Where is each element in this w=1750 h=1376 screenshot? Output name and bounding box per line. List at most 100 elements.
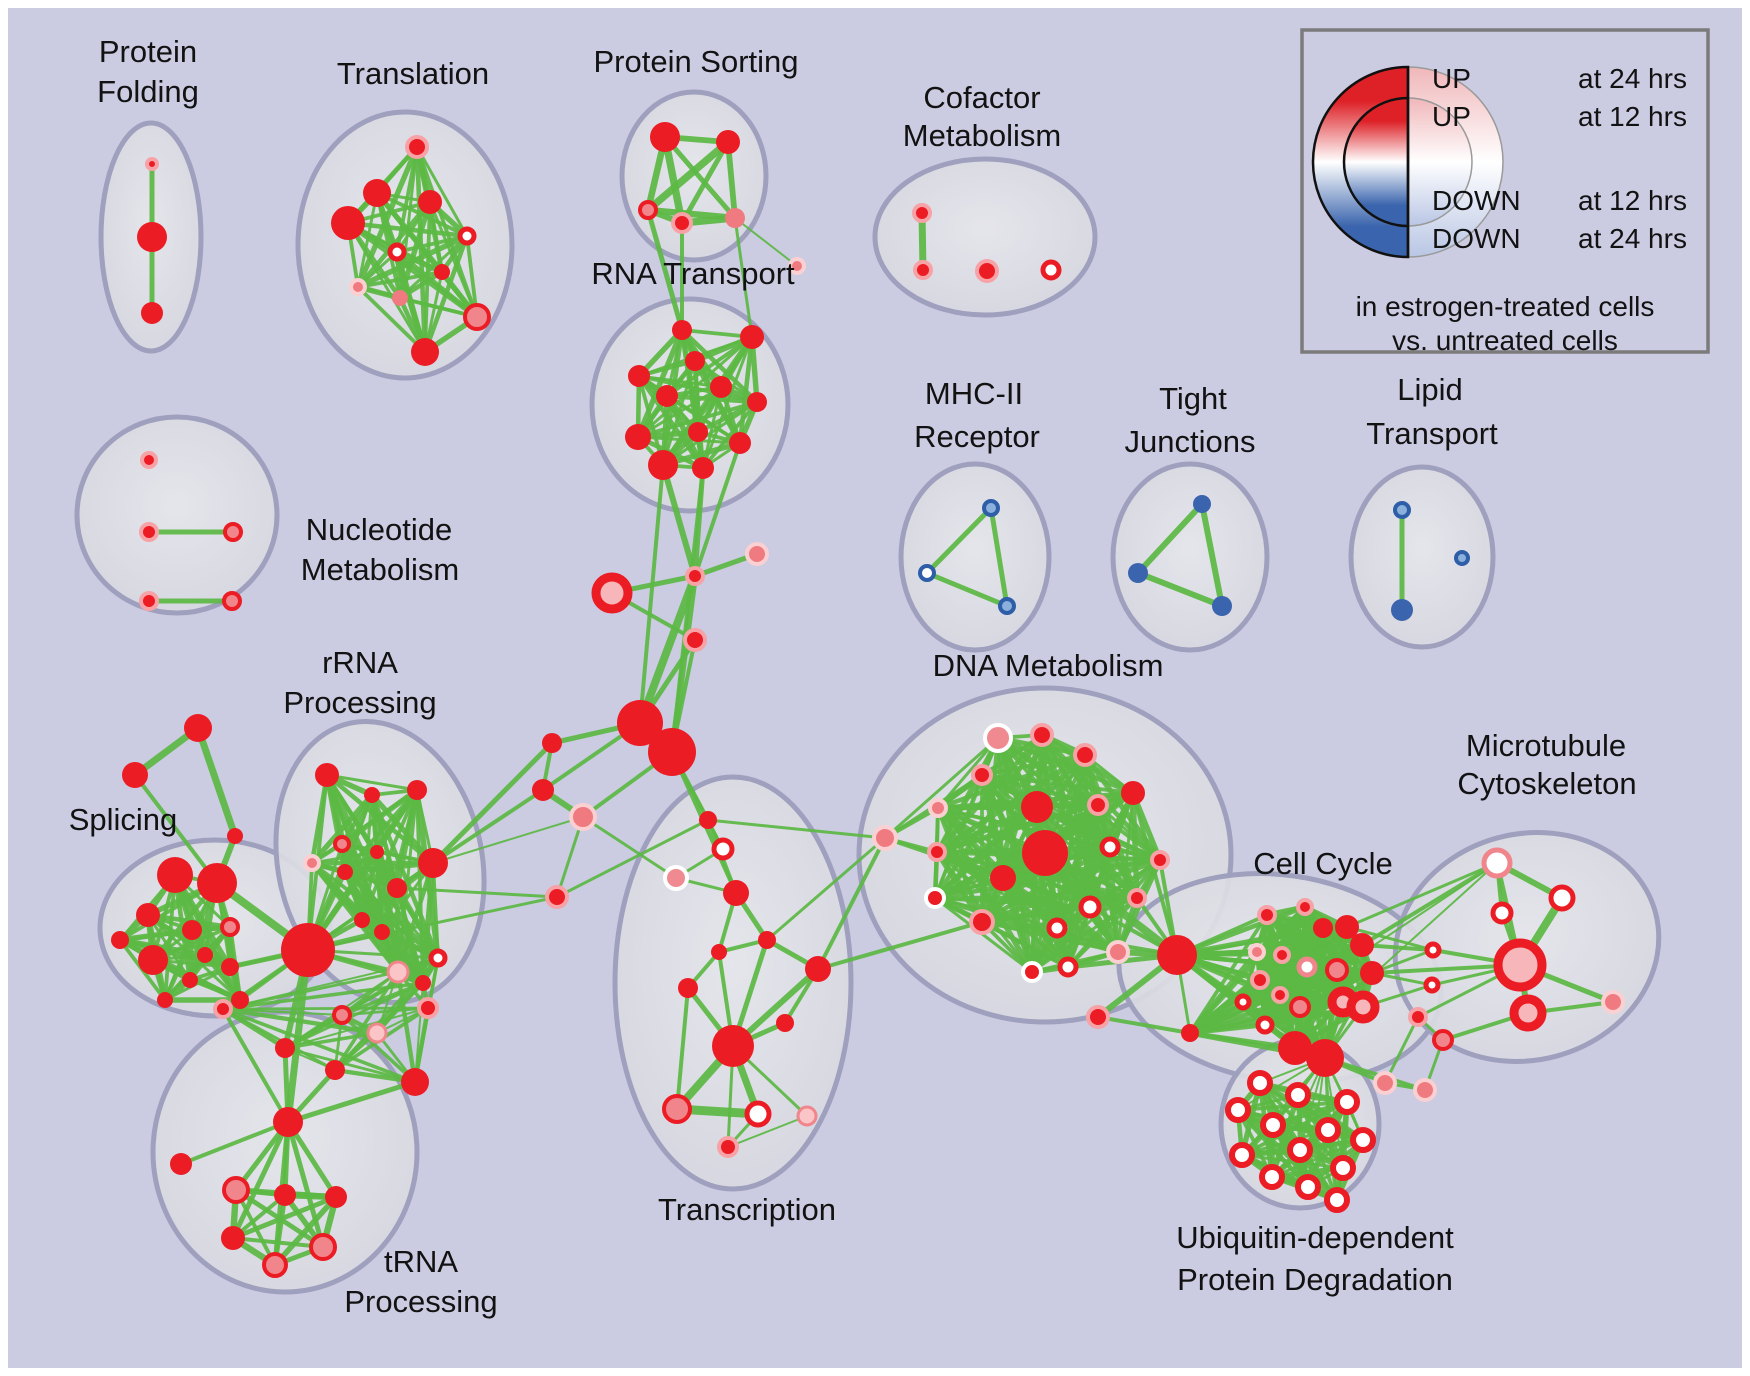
network-edge xyxy=(380,930,425,985)
network-node-13-r xyxy=(411,338,439,366)
node-layer xyxy=(111,122,1625,1278)
legend-direction-label: DOWN xyxy=(1432,185,1521,216)
network-node-54-w xyxy=(744,1100,772,1128)
network-edge xyxy=(118,925,232,942)
network-node-88-r xyxy=(273,1107,303,1137)
network-edge xyxy=(980,920,1179,957)
network-node-180-wb xyxy=(918,564,936,582)
network-node-115-rw xyxy=(924,887,946,909)
network-node-87-r xyxy=(275,1038,295,1058)
network-node-160-W xyxy=(1225,1097,1251,1123)
network-edge xyxy=(765,836,887,942)
cluster-label: Ubiquitin-dependent xyxy=(1176,1220,1454,1255)
network-edge xyxy=(428,200,479,319)
network-node-29-r xyxy=(729,432,751,454)
network-node-19-pp xyxy=(788,257,806,275)
legend-ring-inner-strong xyxy=(1342,96,1410,228)
network-node-141-bigpink xyxy=(1346,990,1380,1024)
network-node-157-W xyxy=(1247,1070,1273,1096)
cluster-label: Folding xyxy=(97,74,199,109)
network-node-129-r xyxy=(1350,933,1374,957)
network-edge xyxy=(555,818,710,899)
cluster-label: Transport xyxy=(1366,416,1498,451)
network-node-3-rp xyxy=(405,135,429,159)
network-node-55-palepink xyxy=(796,1105,818,1127)
cluster-label: Nucleotide xyxy=(306,512,452,547)
network-edge xyxy=(395,886,559,899)
network-edge xyxy=(1041,849,1181,959)
network-edge xyxy=(725,139,738,221)
network-node-17-rp xyxy=(671,212,693,234)
network-edge xyxy=(816,920,984,971)
network-node-5-r xyxy=(331,206,365,240)
network-node-98-r xyxy=(401,1068,429,1096)
network-node-135-rp xyxy=(1250,970,1270,990)
network-edge xyxy=(979,919,1071,970)
network-edge xyxy=(816,836,887,971)
network-edge xyxy=(203,953,242,1002)
network-node-107-rp xyxy=(927,842,947,862)
network-node-35-rp xyxy=(683,628,707,652)
network-node-99-palepink xyxy=(366,1022,388,1044)
network-edge xyxy=(635,327,685,440)
network-edge xyxy=(934,804,1040,855)
network-edge xyxy=(933,896,1034,974)
network-node-133-wp xyxy=(1296,956,1318,978)
network-node-36-r xyxy=(617,700,663,746)
network-edge xyxy=(670,466,705,754)
legend-direction-label: UP xyxy=(1432,63,1471,94)
network-node-149-w xyxy=(1490,901,1514,925)
network-edge xyxy=(1345,925,1435,952)
network-node-165-W xyxy=(1287,1137,1313,1163)
cluster-label: Protein Sorting xyxy=(593,44,798,79)
cluster-ellipse-lipid-transport xyxy=(1348,464,1496,650)
network-node-11-p xyxy=(392,290,408,306)
network-node-80-r xyxy=(387,878,407,898)
network-edge xyxy=(679,139,731,226)
cluster-label: Tight xyxy=(1159,381,1227,416)
network-edge xyxy=(179,1120,290,1166)
network-node-128-r xyxy=(1335,915,1359,939)
network-edge xyxy=(924,505,994,576)
network-node-72-r xyxy=(281,923,335,977)
network-edge xyxy=(932,804,1040,901)
network-edge xyxy=(285,1119,326,1250)
network-node-124-rp xyxy=(1086,1005,1110,1029)
network-node-52-pp xyxy=(872,825,898,851)
network-node-168-W xyxy=(1295,1174,1321,1200)
network-node-7-w xyxy=(457,226,477,246)
network-node-44-pw xyxy=(663,865,689,891)
cluster-ellipse-tight-junctions xyxy=(1110,461,1270,653)
network-node-152-w xyxy=(1423,976,1441,994)
network-node-45-r xyxy=(723,880,749,906)
network-node-161-W xyxy=(1260,1112,1286,1138)
network-edge xyxy=(284,946,312,1126)
network-node-59-r xyxy=(227,828,243,844)
network-node-119-rp xyxy=(1127,888,1147,908)
network-edge xyxy=(1000,875,1121,955)
network-node-145-pp xyxy=(1373,1071,1397,1095)
network-node-137-w xyxy=(1234,993,1252,1011)
cluster-ellipse-mhc-ii-receptor xyxy=(898,461,1052,653)
network-node-63-r xyxy=(182,920,202,940)
network-node-105-rp xyxy=(971,764,993,786)
network-node-172-rp xyxy=(975,259,999,283)
network-edge xyxy=(1199,501,1225,609)
cluster-label: tRNA xyxy=(384,1244,458,1279)
cluster-label: Junctions xyxy=(1125,424,1256,459)
network-node-146-pp xyxy=(1413,1078,1437,1102)
network-edge xyxy=(309,792,375,866)
network-edge xyxy=(360,850,379,922)
network-node-182-b xyxy=(1193,495,1211,513)
legend-time-label: at 12 hrs xyxy=(1578,101,1687,132)
network-node-92-r xyxy=(325,1186,347,1208)
network-node-82-r xyxy=(354,912,370,928)
cluster-label: DNA Metabolism xyxy=(933,648,1164,683)
network-node-136-rp xyxy=(1271,986,1289,1004)
network-edge xyxy=(1034,804,1140,901)
network-node-177-rp xyxy=(139,591,159,611)
network-node-181-lb xyxy=(998,597,1016,615)
network-node-74-r xyxy=(364,787,380,803)
network-edge xyxy=(379,929,441,961)
